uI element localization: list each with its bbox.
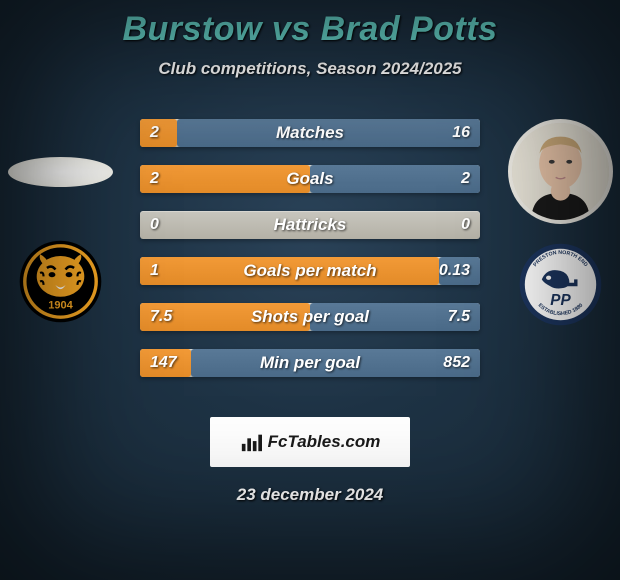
brand-bars-icon <box>240 431 262 453</box>
brand-badge: FcTables.com <box>210 417 410 467</box>
metric-bars: 216Matches 22Goals 00Hattricks 10.13Goals p… <box>140 119 480 395</box>
page-title: Burstow vs Brad Potts <box>0 0 620 49</box>
subtitle: Club competitions, Season 2024/2025 <box>0 59 620 79</box>
svg-text:1904: 1904 <box>48 300 73 312</box>
metric-label: Goals per match <box>140 257 480 285</box>
left-player-column: 1904 <box>0 119 120 324</box>
metric-bar: 00Hattricks <box>140 211 480 239</box>
comparison-panel: 1904 216Matches 22Goals 00Hattricks 10.13Go… <box>0 119 620 399</box>
right-player-photo <box>508 119 613 224</box>
brand-text: FcTables.com <box>268 432 381 452</box>
right-team-crest: PP PRESTON NORTH END ESTABLISHED 1880 <box>518 242 603 327</box>
metric-label: Goals <box>140 165 480 193</box>
metric-label: Shots per goal <box>140 303 480 331</box>
metric-bar: 10.13Goals per match <box>140 257 480 285</box>
metric-bar: 22Goals <box>140 165 480 193</box>
left-team-crest: 1904 <box>18 239 103 324</box>
metric-label: Matches <box>140 119 480 147</box>
metric-label: Min per goal <box>140 349 480 377</box>
metric-bar: 147852Min per goal <box>140 349 480 377</box>
metric-bar: 7.57.5Shots per goal <box>140 303 480 331</box>
date-text: 23 december 2024 <box>0 485 620 505</box>
metric-label: Hattricks <box>140 211 480 239</box>
right-player-column: PP PRESTON NORTH END ESTABLISHED 1880 <box>500 119 620 327</box>
left-player-photo-placeholder <box>8 157 113 187</box>
svg-text:PP: PP <box>550 292 571 309</box>
metric-bar: 216Matches <box>140 119 480 147</box>
